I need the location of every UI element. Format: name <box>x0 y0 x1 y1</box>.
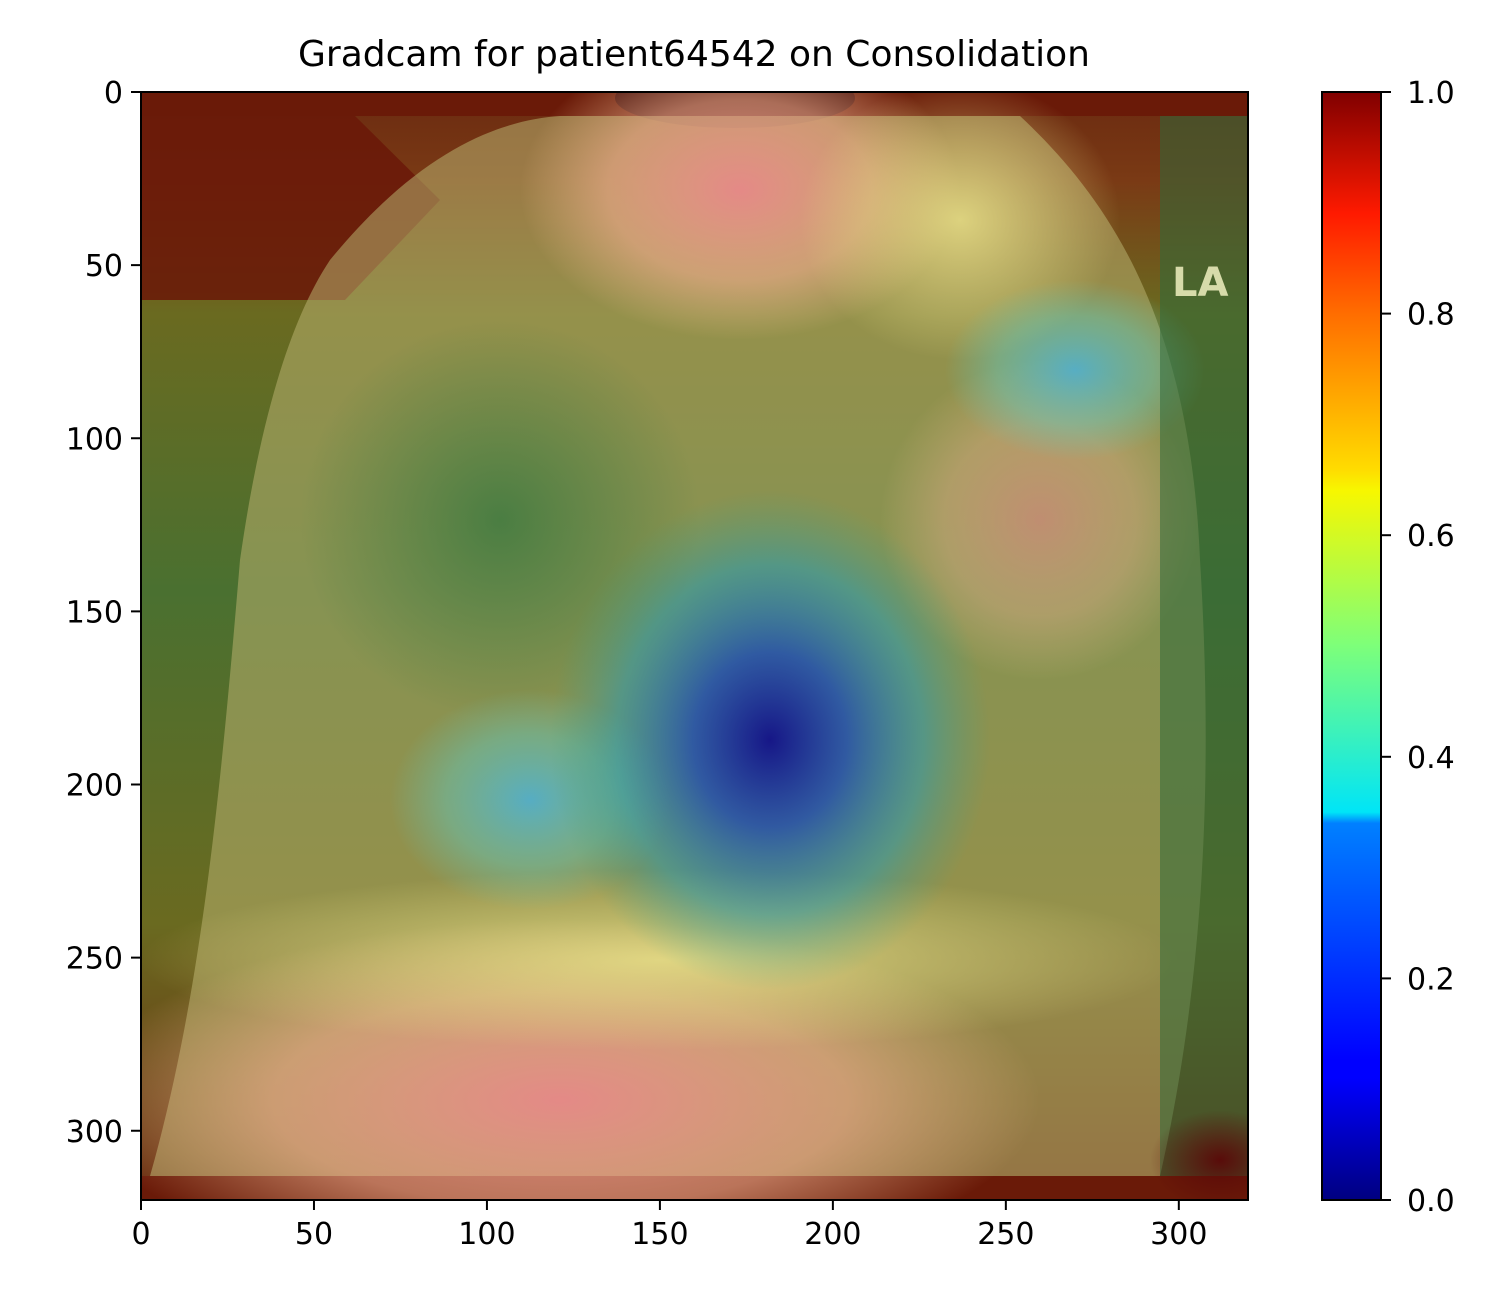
colorbar-tick-label: 0.6 <box>1407 519 1455 554</box>
x-tick-label: 250 <box>977 1217 1034 1252</box>
y-tick-label: 300 <box>66 1115 123 1150</box>
y-tick-label: 100 <box>66 422 123 457</box>
x-tick-label: 150 <box>631 1217 688 1252</box>
y-tick-label: 200 <box>66 769 123 804</box>
x-tick-label: 0 <box>131 1217 150 1252</box>
plot-frame <box>140 91 1249 1201</box>
y-tick-label: 250 <box>66 942 123 977</box>
y-tick-label: 0 <box>104 76 123 111</box>
colorbar-tick-label: 0.2 <box>1407 962 1455 997</box>
x-tick-label: 200 <box>804 1217 861 1252</box>
x-tick-label: 300 <box>1150 1217 1207 1252</box>
x-tick-label: 100 <box>458 1217 515 1252</box>
upper-right-cyan <box>945 280 1205 460</box>
chart-title: Gradcam for patient64542 on Consolidatio… <box>298 34 1090 75</box>
x-tick-label: 50 <box>295 1217 333 1252</box>
colorbar-axis: 0.0 0.2 0.4 0.6 0.8 1.0 <box>1381 76 1455 1219</box>
colorbar <box>1322 92 1381 1200</box>
bottom-right-dark <box>1150 1110 1248 1200</box>
x-axis: 0 50 100 150 200 250 300 <box>131 1200 1207 1252</box>
right-dark-strip <box>1160 116 1248 1176</box>
central-cold-blob <box>550 490 990 990</box>
y-tick-label: 150 <box>66 595 123 630</box>
y-axis: 0 50 100 150 200 250 300 <box>66 76 141 1150</box>
colorbar-tick-label: 0.0 <box>1407 1184 1455 1219</box>
xray-marker: LA <box>1172 260 1228 306</box>
y-tick-label: 50 <box>85 249 123 284</box>
colorbar-tick-label: 0.8 <box>1407 298 1455 333</box>
gradcam-image: LA <box>141 92 1248 1200</box>
colorbar-tick-label: 1.0 <box>1407 76 1455 111</box>
colorbar-tick-label: 0.4 <box>1407 741 1455 776</box>
colorbar-frame <box>1321 91 1382 1201</box>
